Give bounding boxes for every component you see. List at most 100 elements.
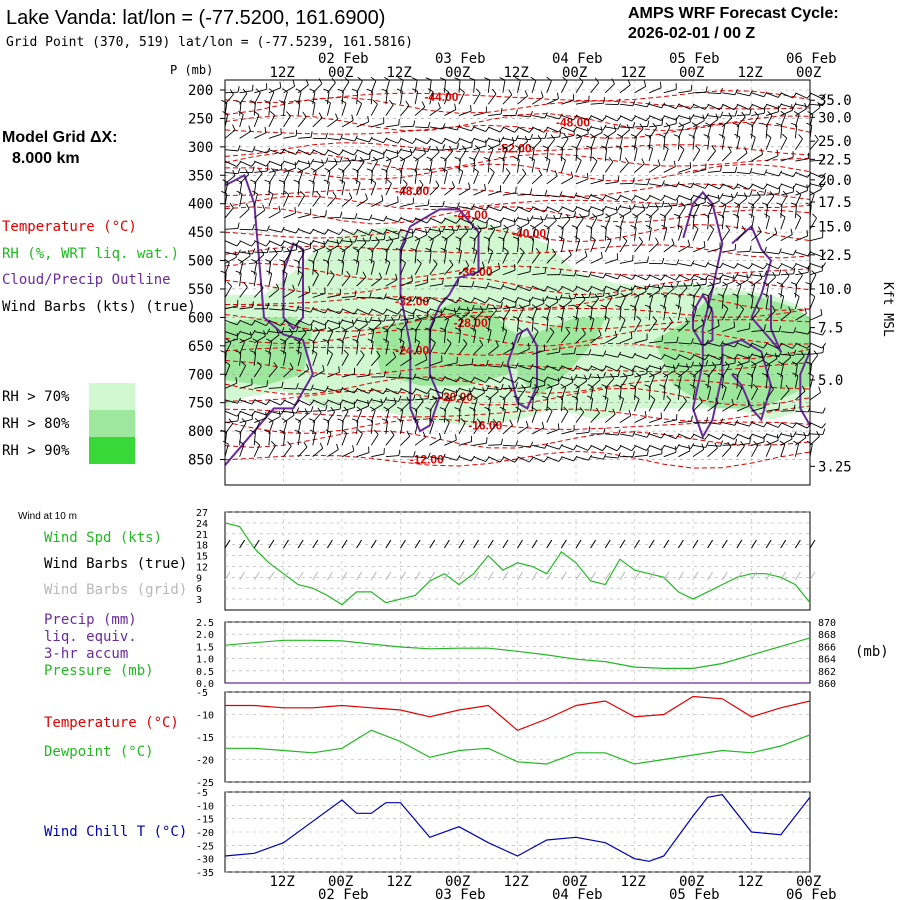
wind-barb bbox=[663, 114, 680, 121]
pressure-tick-label: 250 bbox=[188, 111, 213, 127]
wind-barb-staff bbox=[312, 149, 325, 156]
wind-barb-staff bbox=[765, 388, 774, 401]
wind-barb bbox=[312, 132, 328, 140]
wind-barb-staff bbox=[254, 228, 268, 232]
wind-barb-flag bbox=[644, 384, 651, 388]
wind-barb-staff bbox=[502, 424, 513, 435]
wind-barb-flag bbox=[524, 90, 528, 97]
wind-barb bbox=[266, 270, 273, 287]
wind-barb bbox=[352, 338, 359, 355]
wind-barb bbox=[429, 391, 444, 401]
wind-barb-flag bbox=[748, 433, 753, 440]
wind-barb bbox=[649, 335, 664, 344]
wind-barb bbox=[356, 369, 371, 378]
precip-panel-tick-label: 2.5 bbox=[196, 618, 214, 629]
wind-barb bbox=[619, 177, 635, 185]
wind-barb-flag bbox=[563, 406, 569, 412]
wind-barb-staff bbox=[531, 221, 543, 230]
wind-barb-staff bbox=[444, 186, 455, 196]
wind-barb-flag bbox=[252, 166, 255, 173]
precip-panel-tick-label: 1.5 bbox=[196, 642, 214, 653]
wind-barb-staff bbox=[765, 310, 776, 321]
wind-barb bbox=[717, 372, 725, 389]
wind-barb-staff bbox=[458, 285, 473, 288]
cloud-outline-path bbox=[282, 242, 304, 331]
wind-barb-flag bbox=[412, 295, 417, 302]
wind-barb bbox=[429, 338, 436, 355]
wind-barb-flag bbox=[787, 351, 792, 358]
wind-barb-flag bbox=[281, 304, 285, 311]
wind-barb-staff bbox=[517, 126, 530, 133]
wind-barb bbox=[809, 183, 822, 196]
wind-barb-staff bbox=[253, 209, 266, 219]
wind-barb-staff bbox=[385, 250, 388, 264]
wind-barb-flag bbox=[602, 286, 607, 292]
wind-barb-staff bbox=[370, 262, 375, 275]
wind-barb bbox=[400, 275, 413, 287]
wind-barb-flag bbox=[798, 270, 803, 276]
wind-barb-flag bbox=[556, 92, 559, 99]
height-tick-label: 22.5 bbox=[818, 152, 852, 168]
wind-barb-staff bbox=[794, 375, 799, 389]
wind-barb bbox=[707, 418, 724, 425]
wind-barb bbox=[761, 202, 769, 218]
wind-barb-staff bbox=[268, 288, 280, 298]
wind-barb bbox=[454, 327, 462, 344]
wind-barb bbox=[253, 282, 264, 298]
wind-barb bbox=[415, 310, 429, 321]
wind-barb bbox=[765, 440, 772, 457]
surface-wind-barb-true bbox=[575, 539, 582, 549]
wind-barb bbox=[283, 190, 290, 207]
wind-barb-flag bbox=[366, 168, 373, 172]
wind-barb-staff bbox=[327, 149, 340, 156]
surface-wind-barb-true bbox=[239, 539, 246, 549]
wind-barb-staff bbox=[371, 297, 385, 300]
wind-barb-flag bbox=[749, 190, 753, 197]
wind-barb-staff bbox=[634, 365, 647, 371]
wind-barb bbox=[415, 452, 431, 459]
wind-barb bbox=[532, 132, 548, 139]
wind-barb-flag bbox=[500, 383, 504, 390]
wind-barb-flag bbox=[484, 183, 486, 190]
wind-barb-staff bbox=[561, 99, 574, 105]
wind-barb-flag bbox=[440, 309, 443, 316]
wind-barb bbox=[751, 342, 768, 349]
wind-barb-staff bbox=[224, 305, 238, 310]
wind-barb bbox=[352, 168, 359, 184]
wind-barb-staff bbox=[312, 195, 321, 207]
wind-barb-flag bbox=[761, 372, 768, 376]
wind-barb-flag bbox=[777, 263, 783, 270]
wind-barb-staff bbox=[648, 242, 659, 253]
wind-barb-staff bbox=[692, 149, 701, 162]
wind-barb-staff bbox=[239, 319, 252, 326]
wind-barb bbox=[619, 444, 636, 452]
wind-barb-flag bbox=[571, 225, 578, 229]
wind-barb-staff bbox=[736, 433, 750, 440]
wind-barb bbox=[590, 205, 607, 212]
wind-barb bbox=[264, 429, 271, 446]
wind-barb-staff bbox=[488, 456, 501, 463]
wind-barb-staff bbox=[356, 170, 359, 184]
wind-barb-flag bbox=[224, 361, 231, 366]
wind-barb bbox=[517, 326, 523, 344]
wind-barb-flag bbox=[639, 123, 644, 129]
wind-barb bbox=[370, 350, 381, 367]
wind-barb-flag bbox=[310, 324, 313, 331]
wind-barb-staff bbox=[561, 332, 571, 344]
wind-barb-staff bbox=[590, 115, 603, 122]
wind-barb-flag bbox=[587, 206, 593, 212]
wind-barb-staff bbox=[224, 399, 238, 404]
wind-barb-staff bbox=[458, 126, 472, 132]
wind-barb-flag bbox=[576, 156, 582, 161]
wind-barb bbox=[532, 112, 548, 119]
wind-barb-flag bbox=[822, 428, 826, 435]
wind-barb-staff bbox=[604, 130, 617, 139]
wind-barb bbox=[688, 293, 695, 309]
wind-barb bbox=[663, 145, 669, 162]
surface-wind-barb-true bbox=[546, 539, 553, 549]
wind-barb-flag bbox=[571, 395, 578, 399]
wind-barb-flag bbox=[631, 445, 636, 452]
surface-wind-barb-true bbox=[765, 539, 772, 549]
wind-barb-flag bbox=[558, 127, 563, 133]
wind-barb bbox=[312, 364, 325, 378]
